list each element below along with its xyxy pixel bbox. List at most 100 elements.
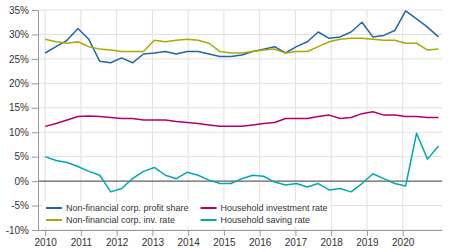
tick-label: 5%: [15, 151, 30, 162]
tick-mark: [188, 230, 189, 236]
tick-mark: [32, 59, 38, 60]
legend-swatch: [201, 207, 217, 209]
tick-mark: [32, 83, 38, 84]
series-line: [45, 133, 438, 192]
tick-label: 10%: [9, 127, 29, 138]
tick-mark: [331, 230, 332, 236]
tick: 25%: [9, 54, 38, 65]
tick: 2020: [392, 230, 415, 248]
legend-item: Household saving rate: [201, 215, 311, 225]
tick: 15%: [9, 102, 38, 113]
tick-mark: [224, 230, 225, 236]
tick-mark: [32, 206, 38, 207]
tick-mark: [117, 230, 118, 236]
y-axis: -10% -5% 0% 5% 10% 15% 20% 25% 30% 35%: [6, 5, 39, 236]
tick: 2018: [321, 230, 344, 248]
legend-item: Non-financial corp. inv. rate: [46, 215, 175, 225]
tick-label: -5%: [11, 200, 29, 211]
legend-swatch: [46, 207, 62, 209]
tick: 30%: [9, 29, 38, 40]
legend-label: Non-financial corp. profit share: [66, 203, 189, 213]
tick-mark: [295, 230, 296, 236]
tick: 2014: [178, 230, 201, 248]
plot-area: [45, 11, 438, 192]
grid-line-x: [188, 10, 189, 230]
tick-mark: [32, 34, 38, 35]
legend-swatch: [201, 219, 217, 221]
legend-swatch: [46, 219, 62, 221]
tick-label: 2018: [321, 237, 344, 248]
legend-label: Household investment rate: [221, 203, 328, 213]
tick: 2015: [213, 230, 236, 248]
legend-item: Non-financial corp. profit share: [46, 203, 189, 213]
tick-mark: [32, 10, 38, 11]
tick-label: 2013: [142, 237, 165, 248]
tick-mark: [32, 108, 38, 109]
grid-line-x: [295, 10, 296, 230]
tick-label: 2015: [213, 237, 236, 248]
tick: 2016: [249, 230, 272, 248]
tick-mark: [260, 230, 261, 236]
tick: 35%: [9, 5, 38, 16]
tick-label: 20%: [9, 78, 29, 89]
tick: 2019: [356, 230, 379, 248]
grid-line-x: [45, 10, 46, 230]
tick-label: -10%: [6, 225, 29, 236]
legend-label: Non-financial corp. inv. rate: [66, 215, 175, 225]
tick-mark: [32, 230, 38, 231]
grid-line-x: [116, 10, 117, 230]
tick-label: 0%: [15, 176, 30, 187]
tick-label: 2011: [71, 237, 93, 248]
series-line: [45, 11, 438, 63]
grid-line-y: [38, 156, 442, 157]
tick: -5%: [11, 200, 38, 211]
tick-label: 2017: [285, 237, 308, 248]
tick: 20%: [9, 78, 38, 89]
tick-label: 2014: [178, 237, 201, 248]
grid: [38, 10, 442, 230]
tick-mark: [81, 230, 82, 236]
chart-svg: 2010 2011 2012 2013 2014 2015 2016 2017 2018 2019…: [0, 0, 454, 252]
chart-container: 2010 2011 2012 2013 2014 2015 2016 2017 2018 2019…: [0, 0, 454, 252]
tick-label: 30%: [9, 29, 29, 40]
tick-label: 2019: [356, 237, 379, 248]
tick: 0%: [15, 176, 38, 187]
zero-line: [38, 181, 442, 182]
tick-label: 35%: [9, 5, 29, 16]
grid-line-y: [38, 34, 442, 35]
legend-background: [43, 201, 331, 227]
x-axis: 2010 2011 2012 2013 2014 2015 2016 2017 2018 2019…: [35, 230, 443, 248]
grid-line-x: [331, 10, 332, 230]
grid-line-y: [38, 107, 442, 108]
tick: 2012: [106, 230, 129, 248]
legend: Non-financial corp. profit share Househol…: [43, 201, 331, 227]
tick-label: 25%: [9, 54, 29, 65]
grid-line-x: [223, 10, 224, 230]
grid-line-y: [38, 10, 442, 11]
grid-line-y: [38, 230, 442, 231]
axis-line: [38, 11, 39, 231]
legend-item: Household investment rate: [201, 203, 328, 213]
tick-mark: [45, 230, 46, 236]
legend-label: Household saving rate: [221, 215, 311, 225]
tick: 2010: [35, 230, 58, 248]
tick-mark: [152, 230, 153, 236]
tick-mark: [403, 230, 404, 236]
tick: 2013: [142, 230, 165, 248]
tick: 5%: [15, 151, 38, 162]
tick-label: 15%: [9, 102, 29, 113]
tick: 2011: [71, 230, 93, 248]
grid-line-x: [366, 10, 367, 230]
tick: 10%: [9, 127, 38, 138]
tick: 2017: [285, 230, 308, 248]
grid-line-y: [38, 83, 442, 84]
tick-label: 2020: [392, 237, 415, 248]
tick-mark: [32, 181, 38, 182]
tick-label: 2010: [35, 237, 58, 248]
grid-line-y: [38, 132, 442, 133]
tick-label: 2016: [249, 237, 272, 248]
tick-label: 2012: [106, 237, 129, 248]
grid-line-x: [259, 10, 260, 230]
tick-mark: [32, 157, 38, 158]
tick-mark: [32, 132, 38, 133]
